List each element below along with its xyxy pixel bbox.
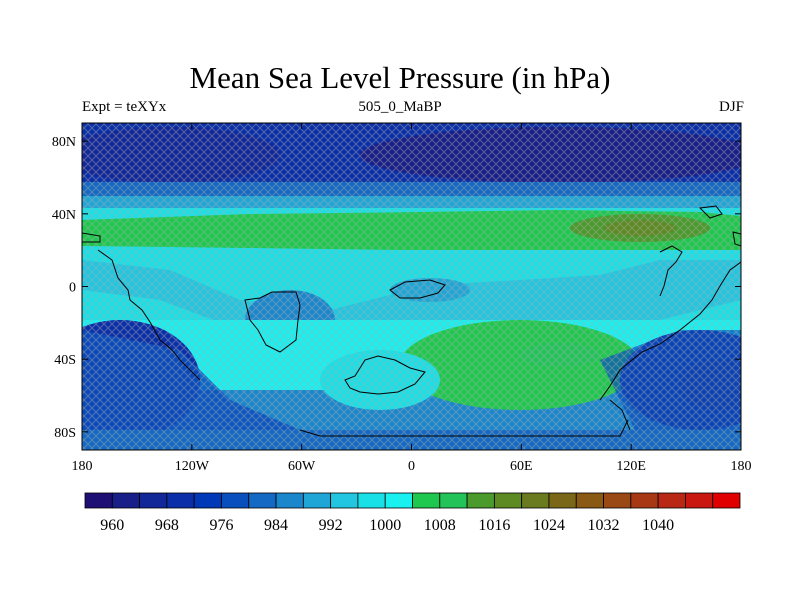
colorbar-box	[166, 492, 195, 509]
coast-africa-south	[344, 355, 426, 395]
hatch-texture-dark	[82, 123, 741, 450]
coast-kamchatka	[698, 205, 723, 219]
lat-tick-label: 40S	[54, 353, 76, 368]
colorbar-label: 976	[209, 517, 233, 534]
coast-fragment-2	[732, 231, 741, 247]
lat-tick-label: 80S	[54, 426, 76, 441]
lon-tick-label: 180	[72, 459, 93, 474]
chart-title: Mean Sea Level Pressure (in hPa)	[189, 60, 611, 95]
coast-japan	[659, 245, 683, 297]
colorbar-box	[685, 492, 714, 509]
colorbar: 960 968 976 984 992 1000 1008 1016 1024 1032 1040	[84, 492, 741, 534]
colorbar-box	[275, 492, 304, 509]
lon-tick-label: 120W	[175, 459, 210, 474]
colorbar-label: 968	[155, 517, 179, 534]
lon-tick-label: 60E	[510, 459, 533, 474]
colorbar-box	[712, 492, 741, 509]
coastlines	[82, 205, 741, 437]
coast-antarctica	[299, 419, 629, 437]
colorbar-label: 1032	[588, 517, 620, 534]
colorbar-label: 960	[100, 517, 124, 534]
colorbar-box	[384, 492, 413, 509]
coast-south-america	[244, 291, 301, 353]
colorbar-box	[630, 492, 659, 509]
colorbar-box	[439, 492, 468, 509]
colorbar-box	[248, 492, 277, 509]
colorbar-label: 1008	[424, 517, 456, 534]
colorbar-label: 992	[319, 517, 343, 534]
colorbar-box	[521, 492, 550, 509]
colorbar-box	[139, 492, 168, 509]
colorbar-box	[84, 492, 113, 509]
lat-tick-label: 0	[69, 281, 76, 296]
colorbar-box	[493, 492, 523, 509]
pressure-field	[82, 123, 741, 450]
colorbar-box	[657, 492, 686, 509]
colorbar-label: 984	[264, 517, 288, 534]
lon-tick-label: 180	[731, 459, 752, 474]
lat-tick-label: 40N	[52, 208, 76, 223]
season-label: DJF	[718, 99, 744, 115]
colorbar-label: 1016	[478, 517, 510, 534]
colorbar-box	[466, 492, 495, 509]
colorbar-box	[575, 492, 604, 509]
coast-americas-west	[97, 249, 201, 381]
lon-tick-label: 0	[408, 459, 415, 474]
experiment-label: Expt = teXYx	[82, 99, 167, 115]
colorbar-box	[221, 492, 250, 509]
coast-africa-north	[389, 279, 446, 299]
colorbar-box	[193, 492, 222, 509]
lon-tick-label: 120E	[616, 459, 646, 474]
colorbar-label: 1000	[369, 517, 401, 534]
colorbar-label: 1040	[642, 517, 674, 534]
period-label: 505_0_MaBP	[358, 99, 442, 115]
coast-australia	[609, 399, 631, 431]
colorbar-box	[111, 492, 140, 509]
colorbar-box	[330, 492, 359, 509]
lat-tick-label: 80N	[52, 135, 76, 150]
coast-asia-east	[599, 261, 741, 401]
lon-tick-label: 60W	[288, 459, 316, 474]
latitude-axis: 80N 40N 0 40S 80S	[52, 135, 741, 441]
coast-fragment-1	[82, 232, 101, 243]
colorbar-box	[412, 492, 441, 509]
colorbar-box	[357, 492, 386, 509]
colorbar-box	[548, 492, 577, 509]
colorbar-box	[302, 492, 332, 509]
longitude-axis: 180 120W 60W 0 60E 120E 180	[72, 123, 752, 474]
colorbar-box	[603, 492, 632, 509]
colorbar-label: 1024	[533, 517, 565, 534]
